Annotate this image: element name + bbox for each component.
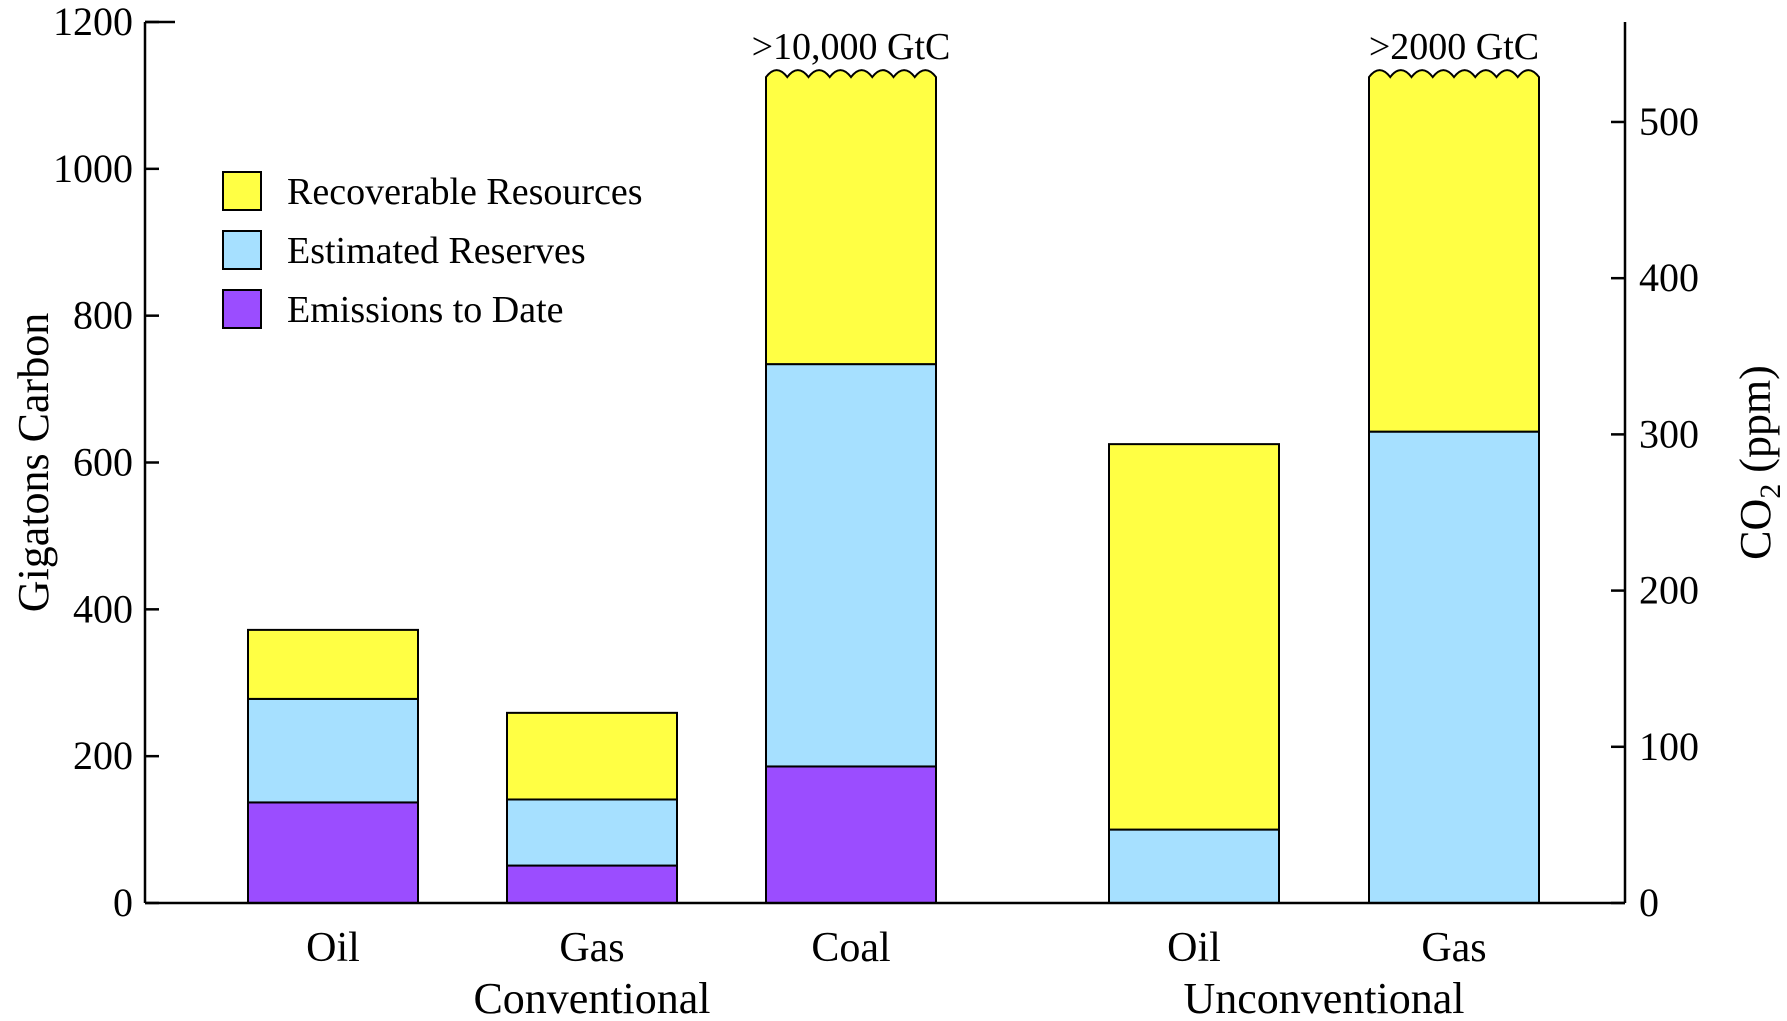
bar-2-truncated-top xyxy=(765,69,937,366)
category-label-4: Gas xyxy=(1421,925,1486,971)
y-tick-label-1: 200 xyxy=(73,733,133,778)
bar-2-truncation-label: >10,000 GtC xyxy=(752,26,951,68)
legend-label-2: Emissions to Date xyxy=(287,289,564,331)
bar-4-truncated-top xyxy=(1368,69,1540,433)
y2-tick-label-2: 200 xyxy=(1639,568,1699,613)
y2-tick-label-5: 500 xyxy=(1639,99,1699,144)
bar-0-series-1 xyxy=(247,697,419,804)
bar-1-series-1 xyxy=(506,798,678,867)
bar-4-series-1 xyxy=(1368,430,1540,904)
bar-2-series-1 xyxy=(765,363,937,768)
bar-2-series-0 xyxy=(765,765,937,904)
ticks-layer xyxy=(145,20,1625,905)
bar-1-series-0 xyxy=(506,864,678,904)
y-tick-label-6: 1200 xyxy=(53,0,133,44)
legend-swatch-1 xyxy=(222,230,262,270)
y2-axis-title-unit: (ppm) xyxy=(1731,365,1780,484)
y-tick-label-4: 800 xyxy=(73,293,133,338)
bar-1-series-2 xyxy=(506,711,678,801)
legend-swatch-0 xyxy=(222,171,262,211)
bar-3-series-1 xyxy=(1108,828,1280,904)
y2-tick-label-0: 0 xyxy=(1639,880,1659,925)
y-tick-label-3: 600 xyxy=(73,440,133,485)
legend-swatch-2 xyxy=(222,289,262,329)
y2-axis-title: CO2 (ppm) xyxy=(1731,365,1787,560)
group-label-1: Unconventional xyxy=(1183,974,1464,1021)
bar-0-series-0 xyxy=(247,801,419,905)
category-label-3: Oil xyxy=(1167,925,1221,971)
group-label-0: Conventional xyxy=(473,974,710,1021)
legend-label-1: Estimated Reserves xyxy=(287,230,586,272)
y2-tick-label-1: 100 xyxy=(1639,724,1699,769)
bar-4-truncation-label: >2000 GtC xyxy=(1369,26,1539,68)
y-axis-title: Gigatons Carbon xyxy=(9,313,58,612)
category-label-0: Oil xyxy=(306,925,360,971)
y2-axis-title-subscript: 2 xyxy=(1754,484,1787,499)
y2-axis-title-main: CO xyxy=(1731,499,1780,560)
y2-tick-label-4: 400 xyxy=(1639,255,1699,300)
legend-label-0: Recoverable Resources xyxy=(287,171,643,213)
bar-3-series-2 xyxy=(1108,443,1280,831)
category-label-1: Gas xyxy=(559,925,624,971)
category-label-2: Coal xyxy=(811,925,890,971)
y-tick-label-0: 0 xyxy=(113,880,133,925)
bar-0-series-2 xyxy=(247,628,419,700)
y2-tick-label-3: 300 xyxy=(1639,411,1699,456)
bars-layer xyxy=(247,69,1540,905)
y-tick-label-2: 400 xyxy=(73,586,133,631)
legend: Recoverable Resources Estimated Reserves E… xyxy=(222,171,643,331)
y-tick-label-5: 1000 xyxy=(53,146,133,191)
